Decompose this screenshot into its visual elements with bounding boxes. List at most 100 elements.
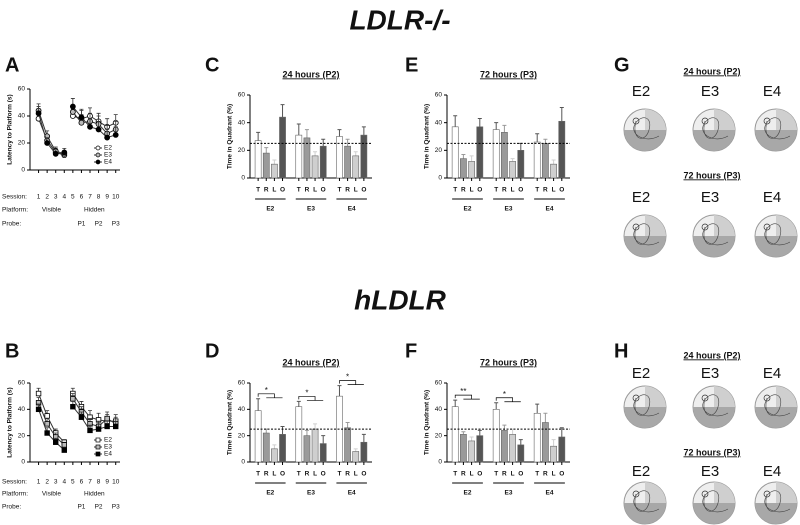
group-label: E4 bbox=[348, 490, 356, 497]
category-label: T bbox=[535, 187, 539, 194]
error-bar bbox=[272, 444, 277, 449]
error-bar bbox=[453, 399, 458, 407]
legend-label: E3 bbox=[104, 444, 112, 451]
group-label: E2 bbox=[632, 463, 650, 480]
y-tick-label: 60 bbox=[18, 86, 26, 93]
pool-quadrant bbox=[755, 130, 797, 151]
category-label: R bbox=[502, 187, 507, 194]
pool-quadrant bbox=[776, 482, 797, 503]
bar bbox=[360, 441, 368, 463]
legend-label: E2 bbox=[104, 437, 112, 444]
pool-quadrant bbox=[645, 109, 666, 130]
error-bar bbox=[296, 123, 301, 136]
pool-quadrant bbox=[776, 215, 797, 236]
legend-marker bbox=[95, 145, 101, 151]
swim-path bbox=[633, 223, 660, 246]
y-tick-label: 60 bbox=[238, 380, 246, 387]
x-tick-label: 7 bbox=[88, 479, 92, 486]
group-label: E2 bbox=[632, 83, 650, 100]
marker bbox=[69, 103, 76, 110]
marker bbox=[104, 423, 110, 430]
y-axis-label: Latency to Platform (s) bbox=[7, 94, 14, 164]
swim-path bbox=[633, 490, 660, 513]
x-tick-label: 1 bbox=[37, 479, 41, 486]
pool-quadrant bbox=[755, 236, 797, 257]
group-label: E3 bbox=[701, 83, 719, 100]
marker bbox=[87, 123, 93, 130]
x-tick-label: 3 bbox=[54, 479, 58, 486]
error-bar bbox=[264, 428, 269, 434]
error-bar bbox=[510, 428, 515, 435]
group-label: E4 bbox=[763, 365, 781, 382]
error-bar bbox=[543, 138, 548, 144]
error-bar bbox=[461, 153, 466, 159]
swim-path bbox=[633, 394, 660, 417]
x-tick-label: 4 bbox=[62, 194, 66, 201]
marker bbox=[35, 110, 42, 117]
error-bar bbox=[345, 422, 350, 428]
marker bbox=[70, 396, 76, 402]
significance-bracket bbox=[339, 380, 364, 385]
panel-letter: D bbox=[205, 340, 219, 362]
error-bar bbox=[518, 142, 523, 151]
pool-quadrant bbox=[624, 503, 666, 524]
error-bar bbox=[551, 159, 556, 165]
error-bar bbox=[361, 126, 366, 136]
category-label: T bbox=[256, 187, 260, 194]
bar bbox=[344, 145, 351, 179]
legend-marker bbox=[95, 152, 101, 158]
swim-path bbox=[702, 490, 729, 513]
error-bar bbox=[469, 436, 474, 441]
marker bbox=[35, 406, 42, 413]
category-label: T bbox=[453, 187, 457, 194]
x-tick-label: 8 bbox=[97, 479, 101, 486]
marker bbox=[61, 149, 68, 156]
section-heading: LDLR-/- bbox=[349, 4, 450, 35]
error-bar bbox=[535, 403, 540, 414]
chart-title: 24 hours (P2) bbox=[282, 357, 339, 367]
error-bar bbox=[280, 104, 285, 118]
swim-path bbox=[702, 394, 729, 417]
pool-quadrant bbox=[645, 482, 666, 503]
swim-path bbox=[764, 117, 791, 140]
error-bar bbox=[559, 106, 564, 122]
category-label: L bbox=[354, 471, 358, 478]
row-label: Platform: bbox=[2, 491, 28, 498]
category-label: R bbox=[264, 187, 269, 194]
category-label: T bbox=[453, 471, 457, 478]
pool-quadrant bbox=[693, 407, 735, 428]
category-label: R bbox=[305, 471, 310, 478]
platform bbox=[763, 490, 771, 498]
group-label: E3 bbox=[505, 206, 513, 213]
group-label: E2 bbox=[632, 189, 650, 206]
pool-quadrant bbox=[755, 407, 797, 428]
swim-path bbox=[764, 490, 791, 513]
category-label: L bbox=[552, 471, 556, 478]
x-tick-label: 5 bbox=[71, 194, 75, 201]
y-tick-label: 40 bbox=[18, 113, 26, 120]
group-label: E3 bbox=[701, 365, 719, 382]
category-label: L bbox=[470, 187, 474, 194]
error-bar bbox=[477, 118, 482, 127]
significance-label: * bbox=[346, 373, 349, 382]
row-label: Probe: bbox=[2, 504, 21, 511]
platform bbox=[763, 223, 771, 231]
phase-label: Hidden bbox=[84, 491, 105, 498]
probe-label: P1 bbox=[77, 221, 85, 228]
error-bar bbox=[535, 133, 540, 143]
y-axis-label: Latency to Platform (s) bbox=[7, 387, 14, 457]
series-line bbox=[38, 402, 65, 446]
significance-bracket bbox=[495, 397, 521, 403]
category-label: T bbox=[297, 187, 301, 194]
error-bar bbox=[361, 433, 366, 443]
marker bbox=[87, 427, 93, 434]
category-label: R bbox=[543, 187, 548, 194]
marker bbox=[35, 390, 42, 397]
y-tick-label: 40 bbox=[18, 406, 26, 413]
probe-label: P1 bbox=[77, 504, 85, 511]
bar bbox=[295, 406, 303, 463]
legend-label: E4 bbox=[104, 451, 112, 458]
y-tick-label: 40 bbox=[435, 406, 443, 413]
swim-path bbox=[764, 394, 791, 417]
bar bbox=[476, 126, 484, 179]
